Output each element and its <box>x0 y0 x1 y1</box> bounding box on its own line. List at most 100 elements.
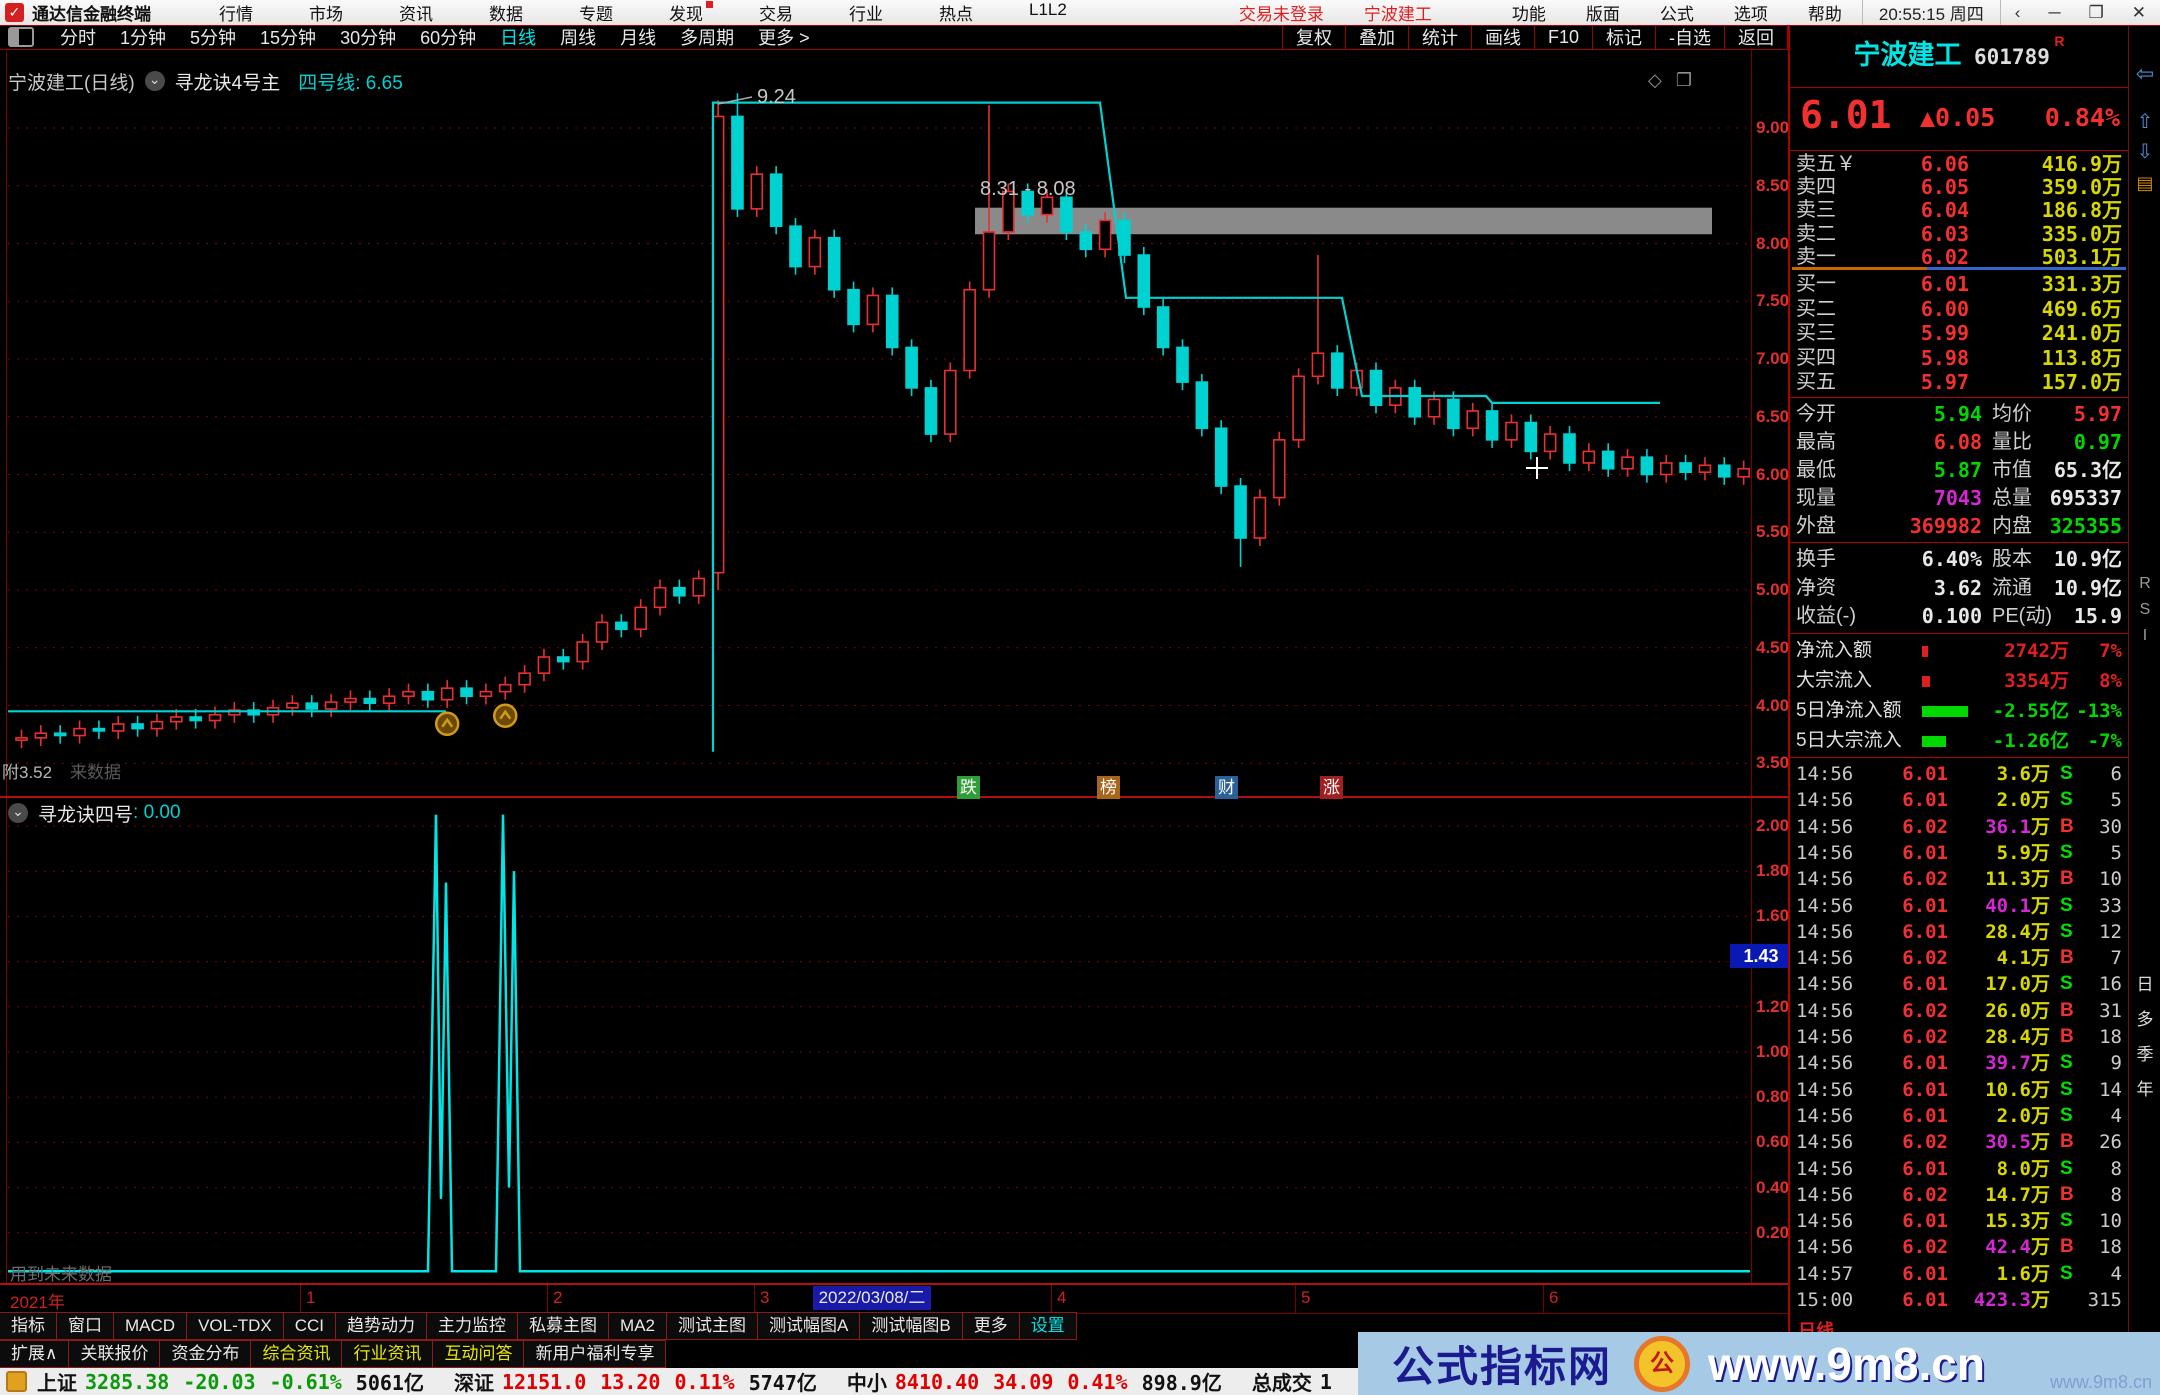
menu-item-交易[interactable]: 交易 <box>759 5 793 24</box>
tab-MACD[interactable]: MACD <box>113 1312 188 1340</box>
tab-关联报价[interactable]: 关联报价 <box>68 1340 161 1368</box>
bid-row[interactable]: 买四 5.98 113.8万 <box>1794 347 2124 370</box>
tab-窗口[interactable]: 窗口 <box>56 1312 114 1340</box>
up-icon[interactable]: ⇧ <box>2136 111 2154 133</box>
menu-item-选项[interactable]: 选项 <box>1733 5 1768 24</box>
chart-indicator-label[interactable]: 寻龙诀4号主 <box>174 72 281 94</box>
collapse-icon[interactable]: ‹ <box>2014 2 2021 22</box>
bid-row[interactable]: 买三 5.99 241.0万 <box>1794 322 2124 345</box>
close-icon[interactable]: ✕ <box>2131 2 2146 22</box>
bid-row[interactable]: 买一 6.01 331.3万 <box>1794 273 2124 296</box>
menu-item-市场[interactable]: 市场 <box>309 5 343 24</box>
period-tab-月线[interactable]: 月线 <box>620 28 657 48</box>
trade-row: 14:56 6.02 30.5万 B 26 <box>1794 1129 2124 1155</box>
stat-label: 最低 <box>1796 459 1836 481</box>
market-status-icon[interactable] <box>6 1371 27 1392</box>
bid-row[interactable]: 买二 6.00 469.6万 <box>1794 298 2124 321</box>
tab-扩展∧[interactable]: 扩展∧ <box>0 1340 70 1368</box>
menu-item-资讯[interactable]: 资讯 <box>399 5 433 24</box>
tool-button-复权[interactable]: 复权 <box>1281 25 1345 49</box>
active-stock-shortcut[interactable]: 宁波建工 <box>1363 5 1432 24</box>
trade-row: 14:56 6.01 5.9万 S 5 <box>1794 840 2124 866</box>
restore-icon[interactable]: ❐ <box>2088 2 2104 22</box>
collapse-icon[interactable]: ⌄ <box>8 803 28 823</box>
tab-新用户福利专享[interactable]: 新用户福利专享 <box>523 1340 667 1368</box>
tab-测试幅图A[interactable]: 测试幅图A <box>757 1312 861 1340</box>
tool-button-统计[interactable]: 统计 <box>1407 25 1471 49</box>
strip-shortcut-季[interactable]: 季 <box>2136 1045 2154 1064</box>
period-tab-更多 >[interactable]: 更多 > <box>758 28 810 48</box>
strip-shortcut-日[interactable]: 日 <box>2136 975 2154 994</box>
tab-综合资讯[interactable]: 综合资讯 <box>250 1340 343 1368</box>
down-icon[interactable]: ⇩ <box>2136 141 2154 163</box>
hot-button-榜[interactable]: 榜 <box>1097 776 1120 799</box>
login-status[interactable]: 交易未登录 <box>1238 5 1324 24</box>
hot-button-涨[interactable]: 涨 <box>1320 776 1343 799</box>
back-icon[interactable]: ⇦ <box>2135 61 2155 86</box>
period-tab-分时[interactable]: 分时 <box>60 28 96 48</box>
collapse-icon[interactable]: ⌄ <box>144 71 165 91</box>
tab-主力监控[interactable]: 主力监控 <box>426 1312 519 1340</box>
tab-互动问答[interactable]: 互动问答 <box>432 1340 525 1368</box>
menu-item-公式[interactable]: 公式 <box>1659 5 1694 24</box>
tab-VOL-TDX[interactable]: VOL-TDX <box>186 1312 284 1340</box>
tab-指标[interactable]: 指标 <box>0 1312 57 1340</box>
tab-设置[interactable]: 设置 <box>1018 1312 1077 1340</box>
tab-CCI[interactable]: CCI <box>282 1312 337 1340</box>
hot-button-跌[interactable]: 跌 <box>957 776 980 799</box>
fund-flow-label: 净流入额 <box>1796 640 1873 661</box>
period-tab-30分钟[interactable]: 30分钟 <box>340 28 397 48</box>
ask-row[interactable]: 卖一 6.02 503.1万 <box>1794 246 2124 269</box>
layout-toggle-icon[interactable] <box>8 27 34 47</box>
tab-测试幅图B[interactable]: 测试幅图B <box>859 1312 963 1340</box>
tab-MA2[interactable]: MA2 <box>608 1312 667 1340</box>
tool-button-返回[interactable]: 返回 <box>1724 25 1788 49</box>
sub-indicator-name[interactable]: 寻龙诀四号 <box>38 804 134 826</box>
main-chart-canvas[interactable] <box>0 0 1788 1332</box>
tool-button-叠加[interactable]: 叠加 <box>1344 25 1408 49</box>
menu-item-发现[interactable]: 发现 <box>641 0 731 25</box>
menu-item-版面[interactable]: 版面 <box>1585 5 1620 24</box>
period-tab-5分钟[interactable]: 5分钟 <box>190 28 237 48</box>
period-tab-多周期[interactable]: 多周期 <box>680 28 735 48</box>
period-tab-日线[interactable]: 日线 <box>500 28 537 48</box>
tab-私募主图[interactable]: 私募主图 <box>517 1312 610 1340</box>
strip-shortcut-年[interactable]: 年 <box>2136 1080 2154 1099</box>
menu-item-行情[interactable]: 行情 <box>219 5 253 24</box>
bid-row[interactable]: 买五 5.97 157.0万 <box>1794 371 2124 394</box>
period-tab-1分钟[interactable]: 1分钟 <box>120 28 167 48</box>
tab-资金分布[interactable]: 资金分布 <box>159 1340 252 1368</box>
list-icon[interactable]: ▤ <box>2136 173 2154 193</box>
chart-corner-icons[interactable]: ◇❐ <box>1648 70 1706 90</box>
tool-button-标记[interactable]: 标记 <box>1592 25 1655 49</box>
tool-button--自选[interactable]: -自选 <box>1655 25 1724 49</box>
minimize-icon[interactable]: ─ <box>2048 2 2061 22</box>
hot-button-财[interactable]: 财 <box>1215 776 1238 799</box>
tool-button-F10[interactable]: F10 <box>1533 25 1592 49</box>
trade-row: 14:56 6.02 26.0万 B 31 <box>1794 998 2124 1024</box>
tab-行业资讯[interactable]: 行业资讯 <box>341 1340 434 1368</box>
period-tab-60分钟[interactable]: 60分钟 <box>420 28 477 48</box>
ask-row[interactable]: 卖二 6.03 335.0万 <box>1794 223 2124 246</box>
candle-body <box>808 236 822 268</box>
menu-item-数据[interactable]: 数据 <box>489 5 523 24</box>
menu-item-帮助[interactable]: 帮助 <box>1807 5 1842 24</box>
ask-row[interactable]: 卖四 6.05 359.0万 <box>1794 176 2124 199</box>
ask-row[interactable]: 卖三 6.04 186.8万 <box>1794 199 2124 222</box>
ask-row[interactable]: 卖五￥ 6.06 416.9万 <box>1794 153 2124 176</box>
tab-测试主图[interactable]: 测试主图 <box>666 1312 758 1340</box>
period-tab-15分钟[interactable]: 15分钟 <box>260 28 317 48</box>
menu-item-L1L2[interactable]: L1L2 <box>1029 0 1067 19</box>
tool-button-画线[interactable]: 画线 <box>1470 25 1534 49</box>
tab-更多[interactable]: 更多 <box>961 1312 1020 1340</box>
menu-item-专题[interactable]: 专题 <box>579 5 613 24</box>
trade-direction-flag: B <box>2060 947 2074 968</box>
candle-body <box>556 656 570 663</box>
menu-item-行业[interactable]: 行业 <box>849 5 883 24</box>
ad-banner[interactable]: 公式指标网 公 www.9m8.cn www.9m8.cn <box>1358 1332 2160 1395</box>
strip-shortcut-多[interactable]: 多 <box>2136 1010 2154 1029</box>
period-tab-周线[interactable]: 周线 <box>560 28 597 48</box>
tab-趋势动力[interactable]: 趋势动力 <box>335 1312 428 1340</box>
menu-item-热点[interactable]: 热点 <box>939 5 973 24</box>
menu-item-功能[interactable]: 功能 <box>1511 5 1546 24</box>
